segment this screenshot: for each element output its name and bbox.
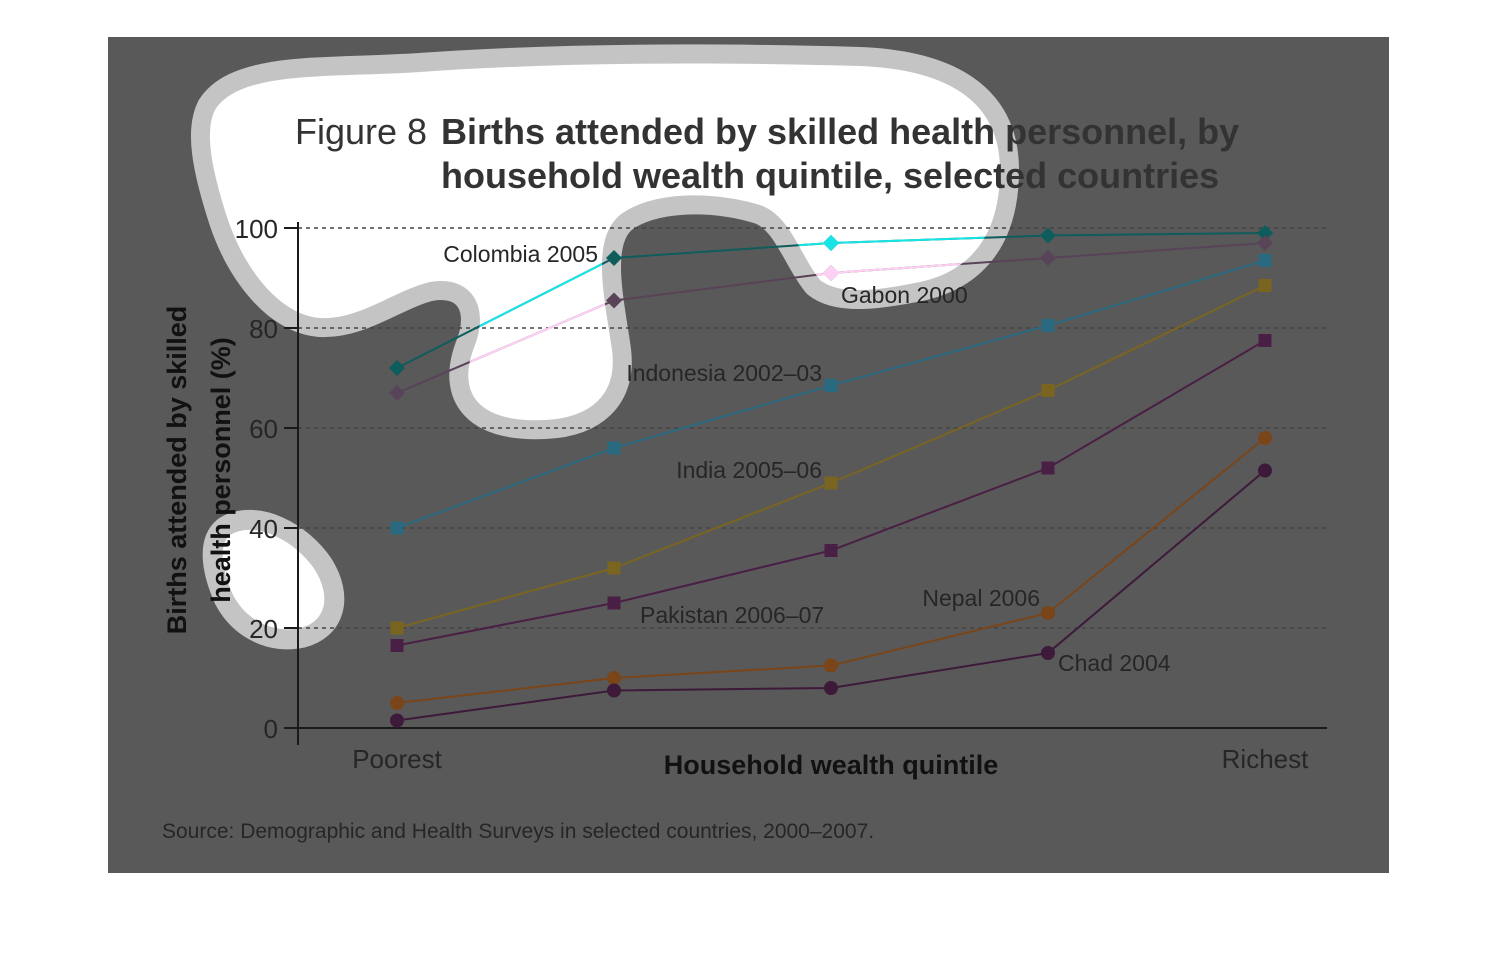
y-axis-title: Births attended by skilled health person… xyxy=(162,306,236,635)
data-point xyxy=(1041,646,1055,660)
y-axis-title-line1: Births attended by skilled xyxy=(162,306,192,635)
data-point xyxy=(606,292,622,309)
data-point xyxy=(1257,225,1273,241)
data-point xyxy=(1040,250,1056,266)
series-label: Chad 2004 xyxy=(1058,650,1171,676)
data-point xyxy=(1258,334,1272,347)
x-axis-title: Household wealth quintile xyxy=(664,750,999,780)
data-point xyxy=(389,360,405,376)
data-point-highlight xyxy=(823,265,839,281)
gridlines xyxy=(298,227,1326,629)
data-point xyxy=(606,250,622,266)
y-tick-label: 100 xyxy=(235,214,278,244)
figure-title-line1: Births attended by skilled health person… xyxy=(441,111,1239,152)
data-point xyxy=(607,683,621,698)
data-point-highlight xyxy=(823,235,839,251)
series-label: Indonesia 2002–03 xyxy=(626,360,822,386)
data-point xyxy=(1040,227,1056,244)
data-point xyxy=(390,639,404,652)
series-0 xyxy=(389,225,1273,376)
series-2 xyxy=(390,254,1272,535)
data-point xyxy=(607,671,621,685)
series-labels: Colombia 2005 Gabon 2000 Indonesia 2002–03… xyxy=(443,241,1170,676)
data-point xyxy=(1041,461,1055,475)
source-note: Source: Demographic and Health Surveys i… xyxy=(162,820,874,843)
data-point xyxy=(607,596,621,610)
figure-number: Figure 8 xyxy=(295,111,427,152)
data-point xyxy=(607,441,621,455)
data-point xyxy=(1041,319,1055,332)
data-point xyxy=(389,385,405,401)
series-4 xyxy=(390,334,1272,652)
data-point xyxy=(824,379,838,392)
y-tick-label: 0 xyxy=(264,714,278,744)
data-point xyxy=(1041,606,1055,620)
data-point xyxy=(1258,279,1272,292)
data-point xyxy=(824,476,838,490)
series-label: Pakistan 2006–07 xyxy=(640,602,824,628)
data-point xyxy=(390,713,404,728)
series-3 xyxy=(390,279,1272,635)
axes: 0 20 40 60 80 100 Poorest Richest xyxy=(235,214,1327,774)
figure-title-line2: household wealth quintile, selected coun… xyxy=(441,155,1219,196)
series-label: India 2005–06 xyxy=(676,457,822,483)
data-point xyxy=(824,544,838,557)
data-point xyxy=(607,561,621,575)
series-6 xyxy=(390,463,1272,728)
series-label: Gabon 2000 xyxy=(841,282,968,308)
y-tick-label: 80 xyxy=(249,314,278,344)
y-tick-label: 40 xyxy=(249,514,278,544)
data-point xyxy=(390,621,404,635)
data-point xyxy=(1258,463,1272,478)
y-axis-title-line2: health personnel (%) xyxy=(206,337,236,603)
series-5 xyxy=(390,431,1272,710)
blob-fill xyxy=(209,63,1000,421)
data-point xyxy=(390,696,404,710)
y-tick-label: 60 xyxy=(249,414,278,444)
series-label: Colombia 2005 xyxy=(443,241,598,267)
x-tick-label: Poorest xyxy=(352,744,442,774)
series-label: Nepal 2006 xyxy=(922,585,1040,611)
data-point xyxy=(1257,235,1273,251)
series-1 xyxy=(389,235,1273,401)
data-point xyxy=(1041,384,1055,397)
data-point xyxy=(390,521,404,535)
x-tick-label: Richest xyxy=(1222,744,1309,774)
data-point xyxy=(1258,254,1272,267)
data-point xyxy=(824,681,838,695)
y-tick-label: 20 xyxy=(249,614,278,644)
series xyxy=(389,225,1273,728)
data-point xyxy=(824,658,838,673)
data-point xyxy=(1258,431,1272,445)
